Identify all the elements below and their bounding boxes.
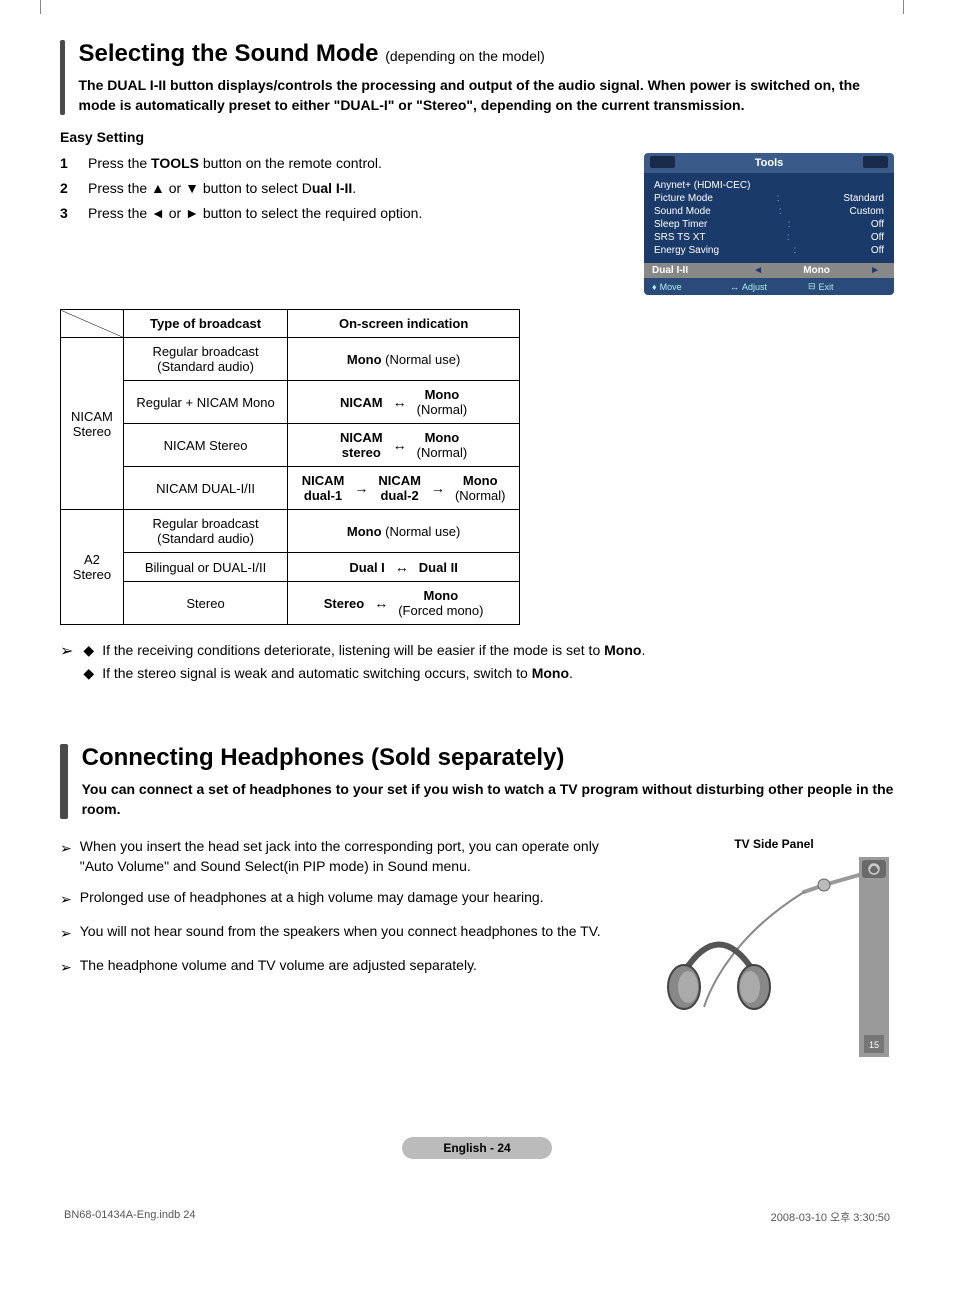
cell-type: Regular + NICAM Mono <box>123 381 287 424</box>
group-a2: A2 Stereo <box>61 510 124 625</box>
table-corner <box>61 310 124 338</box>
plug-body <box>804 875 859 892</box>
tv-side-bar <box>859 857 889 1057</box>
note-item: ➢Prolonged use of headphones at a high v… <box>60 888 634 910</box>
page-footer: BN68-01434A-Eng.indb 24 2008-03-10 오후 3:… <box>60 1209 894 1225</box>
diamond-icon: ◆ <box>83 639 94 661</box>
cell-ind: Mono (Normal use) <box>288 510 520 553</box>
note-item: ➢You will not hear sound from the speake… <box>60 922 634 944</box>
arrow-icon: → <box>425 480 451 496</box>
cell-type: NICAM DUAL-I/II <box>123 467 287 510</box>
side-panel-label: TV Side Panel <box>654 837 894 851</box>
tool-row: Anynet+ (HDMI-CEC) <box>654 179 884 192</box>
footer-filename: BN68-01434A-Eng.indb 24 <box>64 1209 195 1225</box>
cell-type: Bilingual or DUAL-I/II <box>123 553 287 582</box>
highlight-value: Mono <box>769 265 864 276</box>
tool-row: Sound Mode:Custom <box>654 205 884 218</box>
tv-side-panel-diagram: TV Side Panel 15 <box>654 837 894 1077</box>
crop-mark-top <box>40 0 904 14</box>
step-text: Press the ▲ or ▼ button to select Dual I… <box>88 178 356 199</box>
section-intro: The DUAL I-II button displays/controls t… <box>79 76 895 115</box>
tools-body: Anynet+ (HDMI-CEC) Picture Mode:Standard… <box>644 173 894 263</box>
section-title: Selecting the Sound Mode (depending on t… <box>79 40 895 68</box>
plug-ring <box>818 879 830 891</box>
tools-osd-panel: Tools Anynet+ (HDMI-CEC) Picture Mode:St… <box>644 153 894 295</box>
step-num: 2 <box>60 178 74 199</box>
section-title-block: Connecting Headphones (Sold separately) … <box>60 744 894 819</box>
footer-timestamp: 2008-03-10 오후 3:30:50 <box>771 1209 890 1225</box>
arrow-icon: ↔ <box>389 559 415 575</box>
note-arrow-icon: ➢ <box>60 888 72 910</box>
page-number-pill: English - 24 <box>402 1137 552 1159</box>
tools-footer: ♦ Move ↔ Adjust ⊟ Exit <box>644 278 894 295</box>
tool-row: Picture Mode:Standard <box>654 192 884 205</box>
earcup-pad-left <box>678 971 698 1003</box>
th-type: Type of broadcast <box>123 310 287 338</box>
headphone-notes: ➢When you insert the head set jack into … <box>60 837 634 1077</box>
cell-ind: NICAMstereo ↔ Mono(Normal) <box>288 424 520 467</box>
footer-exit: ⊟ Exit <box>808 281 886 292</box>
note-arrow-icon: ➢ <box>60 639 73 684</box>
arrow-icon: ↔ <box>387 437 413 453</box>
headphone-diagram-svg: 15 <box>654 857 894 1077</box>
title-main: Selecting the Sound Mode <box>79 40 379 67</box>
section-sound-mode: Selecting the Sound Mode (depending on t… <box>60 40 894 684</box>
note-arrow-icon: ➢ <box>60 837 72 876</box>
footer-move: ♦ Move <box>652 281 730 292</box>
step-1: 1 Press the TOOLS button on the remote c… <box>60 153 626 174</box>
highlight-label: Dual I-II <box>652 265 747 276</box>
step-num: 1 <box>60 153 74 174</box>
note-item: ➢When you insert the head set jack into … <box>60 837 634 876</box>
title-sub: (depending on the model) <box>385 48 545 64</box>
title-accent-bar <box>60 40 65 115</box>
section-title-block: Selecting the Sound Mode (depending on t… <box>60 40 894 115</box>
th-indication: On-screen indication <box>288 310 520 338</box>
cell-type: NICAM Stereo <box>123 424 287 467</box>
tool-row: Energy Saving:Off <box>654 244 884 257</box>
cell-type: Regular broadcast(Standard audio) <box>123 510 287 553</box>
notes-block: ➢ ◆ If the receiving conditions deterior… <box>60 639 894 684</box>
diamond-icon: ◆ <box>83 662 94 684</box>
page-badge-text: 15 <box>869 1040 879 1050</box>
tool-row: SRS TS XT:Off <box>654 231 884 244</box>
footer-adjust: ↔ Adjust <box>730 281 808 292</box>
headphone-band <box>684 945 754 973</box>
tools-header: Tools <box>644 153 894 173</box>
step-3: 3 Press the ◄ or ► button to select the … <box>60 203 626 224</box>
broadcast-table: Type of broadcast On-screen indication N… <box>60 309 520 625</box>
step-2: 2 Press the ▲ or ▼ button to select Dual… <box>60 178 626 199</box>
section-headphones: Connecting Headphones (Sold separately) … <box>60 744 894 1077</box>
arrow-icon: → <box>348 480 374 496</box>
note-arrow-icon: ➢ <box>60 956 72 978</box>
note-arrow-icon: ➢ <box>60 922 72 944</box>
section-title: Connecting Headphones (Sold separately) <box>82 744 894 772</box>
arrow-left-icon: ◄ <box>747 265 769 276</box>
cell-ind: Dual I ↔ Dual II <box>288 553 520 582</box>
note-item: ◆ If the stereo signal is weak and autom… <box>83 662 645 684</box>
tools-highlight-row: Dual I-II ◄ Mono ► <box>644 263 894 278</box>
cell-ind: NICAM ↔ Mono(Normal) <box>288 381 520 424</box>
cell-ind: Stereo ↔ Mono(Forced mono) <box>288 582 520 625</box>
easy-setting-heading: Easy Setting <box>60 129 894 145</box>
cell-type: Regular broadcast(Standard audio) <box>123 338 287 381</box>
group-nicam: NICAM Stereo <box>61 338 124 510</box>
arrow-icon: ↔ <box>387 394 413 410</box>
step-text: Press the ◄ or ► button to select the re… <box>88 203 422 224</box>
section-intro: You can connect a set of headphones to y… <box>82 780 894 819</box>
step-text: Press the TOOLS button on the remote con… <box>88 153 382 174</box>
arrow-right-icon: ► <box>864 265 886 276</box>
step-num: 3 <box>60 203 74 224</box>
tool-row: Sleep Timer:Off <box>654 218 884 231</box>
arrow-icon: ↔ <box>368 595 394 611</box>
earcup-pad-right <box>740 971 760 1003</box>
cell-ind: NICAMdual-1 → NICAMdual-2 → Mono(Normal) <box>288 467 520 510</box>
title-accent-bar <box>60 744 68 819</box>
note-item: ➢The headphone volume and TV volume are … <box>60 956 634 978</box>
note-item: ◆ If the receiving conditions deteriorat… <box>83 639 645 661</box>
cell-type: Stereo <box>123 582 287 625</box>
steps-list: 1 Press the TOOLS button on the remote c… <box>60 153 626 228</box>
headphone-jack-port <box>862 860 886 878</box>
cell-ind: Mono (Normal use) <box>288 338 520 381</box>
